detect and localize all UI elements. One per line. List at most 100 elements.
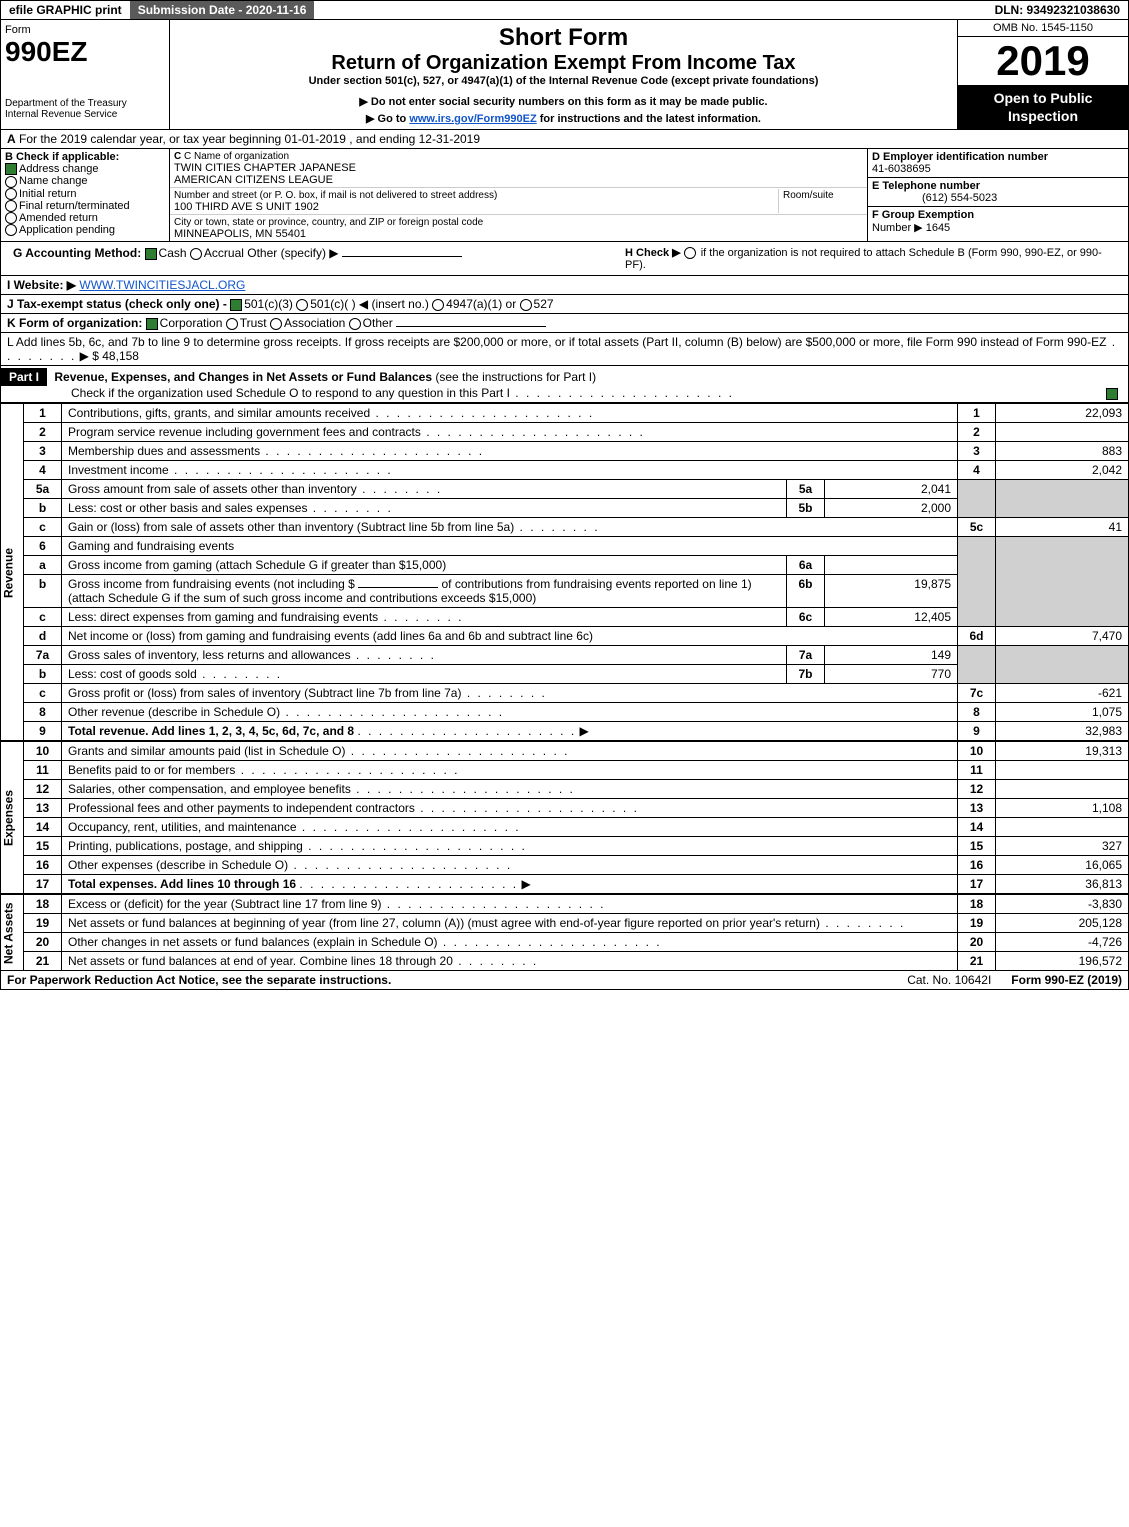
line-6-no: 6 [24,537,62,556]
city-value: MINNEAPOLIS, MN 55401 [174,228,306,240]
return-title: Return of Organization Exempt From Incom… [178,52,949,75]
line-21-amt: 196,572 [996,952,1129,971]
short-form-title: Short Form [178,24,949,52]
group-no-value: 1645 [926,222,950,234]
k-label: K Form of organization: [7,316,142,330]
corp-label: Corporation [160,316,223,330]
line-6b-no: b [24,575,62,608]
line-7b-no: b [24,665,62,684]
line-14-outno: 14 [958,818,996,837]
line-6d-no: d [24,627,62,646]
expenses-table: Expenses 10 Grants and similar amounts p… [0,741,1129,894]
website-link[interactable]: WWW.TWINCITIESJACL.ORG [79,278,245,292]
application-pending-label: Application pending [19,224,115,236]
line-9-amt: 32,983 [996,722,1129,741]
ein-label: D Employer identification number [872,151,1048,163]
check-address-change[interactable] [5,163,17,175]
line-14-desc: Occupancy, rent, utilities, and maintena… [62,818,958,837]
omb-number: OMB No. 1545-1150 [958,20,1128,37]
street-value: 100 THIRD AVE S UNIT 1902 [174,201,319,213]
check-other-org[interactable] [349,318,361,330]
section-def: D Employer identification number 41-6038… [867,149,1128,241]
line-7a-desc: Gross sales of inventory, less returns a… [62,646,787,665]
check-initial-return[interactable] [5,188,17,200]
line-14-amt [996,818,1129,837]
ssn-warning: ▶ Do not enter social security numbers o… [178,95,949,108]
irs-link[interactable]: www.irs.gov/Form990EZ [409,113,536,125]
line-15-outno: 15 [958,837,996,856]
line-1-no: 1 [24,404,62,423]
form-no-footer: Form 990-EZ (2019) [1011,973,1122,987]
check-name-change[interactable] [5,176,17,188]
check-final-return[interactable] [5,200,17,212]
line-3-desc: Membership dues and assessments [62,442,958,461]
check-501c[interactable] [296,299,308,311]
line-9-no: 9 [24,722,62,741]
line-2-outno: 2 [958,423,996,442]
group-no-label: Number ▶ [872,222,923,234]
line-6c-inamt: 12,405 [825,608,958,627]
check-cash[interactable] [145,248,157,260]
line-7a-inamt: 149 [825,646,958,665]
efile-graphic-print[interactable]: efile GRAPHIC print [1,1,130,19]
l-gross-receipts: L Add lines 5b, 6c, and 7b to line 9 to … [0,333,1129,366]
501c3-label: 501(c)(3) [244,297,293,311]
check-h[interactable] [684,247,696,259]
501c-label: 501(c)( ) [310,297,355,311]
room-label: Room/suite [783,190,834,201]
header-left: Form 990EZ Department of the Treasury In… [1,20,170,129]
other-org-line[interactable] [396,326,546,327]
final-return-label: Final return/terminated [19,200,130,212]
line-17-desc-text: Total expenses. Add lines 10 through 16 [68,877,296,891]
revenue-table: Revenue 1 Contributions, gifts, grants, … [0,403,1129,741]
line-7b-inno: 7b [787,665,825,684]
line-2-amt [996,423,1129,442]
check-assoc[interactable] [270,318,282,330]
check-amended-return[interactable] [5,212,17,224]
bcd-block: B Check if applicable: Address change Na… [0,149,1129,242]
expenses-side-label: Expenses [1,742,24,894]
check-4947[interactable] [432,299,444,311]
page-footer: For Paperwork Reduction Act Notice, see … [0,971,1129,990]
h-label: H Check ▶ [625,247,681,259]
line-7b-desc: Less: cost of goods sold [62,665,787,684]
other-specify-line[interactable] [342,256,462,257]
schedule-o-checkbox[interactable] [1106,388,1118,400]
goto-post: for instructions and the latest informat… [540,113,761,125]
line-6b-blank[interactable] [358,587,438,588]
line-17-outno: 17 [958,875,996,894]
j-label: J Tax-exempt status (check only one) - [7,297,227,311]
line-15-no: 15 [24,837,62,856]
line-15-desc: Printing, publications, postage, and shi… [62,837,958,856]
line-19-no: 19 [24,914,62,933]
revenue-side-label: Revenue [1,404,24,741]
line-5a-inno: 5a [787,480,825,499]
check-trust[interactable] [226,318,238,330]
line-10-no: 10 [24,742,62,761]
assoc-label: Association [284,316,345,330]
line-9-desc-text: Total revenue. Add lines 1, 2, 3, 4, 5c,… [68,724,354,738]
line-6d-outno: 6d [958,627,996,646]
check-accrual[interactable] [190,248,202,260]
calendar-year-text: For the 2019 calendar year, or tax year … [19,132,480,146]
check-501c3[interactable] [230,299,242,311]
line-18-desc: Excess or (deficit) for the year (Subtra… [62,895,958,914]
line-4-outno: 4 [958,461,996,480]
line-5c-amt: 41 [996,518,1129,537]
part-i-title: Revenue, Expenses, and Changes in Net As… [54,370,432,384]
line-11-desc: Benefits paid to or for members [62,761,958,780]
check-corp[interactable] [146,318,158,330]
line-12-outno: 12 [958,780,996,799]
check-application-pending[interactable] [5,224,17,236]
name-change-label: Name change [19,175,88,187]
check-527[interactable] [520,299,532,311]
dept-treasury: Department of the Treasury [5,98,165,109]
l-value: $ 48,158 [92,349,139,363]
line-16-no: 16 [24,856,62,875]
line-5b-no: b [24,499,62,518]
amended-return-label: Amended return [19,212,98,224]
line-6c-desc: Less: direct expenses from gaming and fu… [62,608,787,627]
org-name-2: AMERICAN CITIZENS LEAGUE [174,174,333,186]
header-center: Short Form Return of Organization Exempt… [170,20,957,129]
line-21-desc: Net assets or fund balances at end of ye… [62,952,958,971]
